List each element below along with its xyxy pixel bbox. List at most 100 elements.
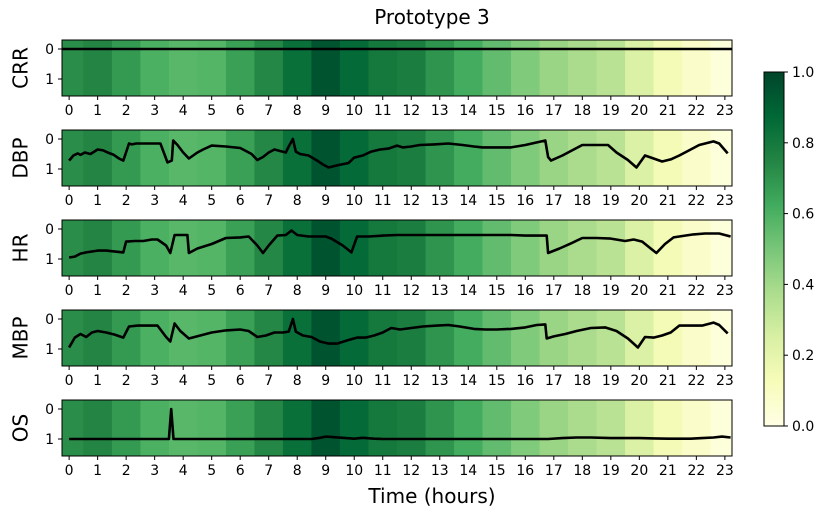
- x-tick-label: 2: [122, 103, 131, 119]
- x-tick-label: 20: [630, 463, 648, 479]
- x-tick-label: 15: [488, 463, 506, 479]
- x-tick-label: 3: [150, 373, 159, 389]
- x-tick-label: 16: [516, 463, 534, 479]
- x-tick-label: 23: [716, 373, 734, 389]
- x-tick-label: 11: [374, 103, 392, 119]
- series-line: [67, 317, 729, 349]
- heatmap-cell: [225, 310, 256, 366]
- heatmap-cell: [568, 400, 598, 456]
- x-tick-label: 12: [402, 193, 420, 209]
- x-tick-label: 0: [65, 283, 74, 299]
- heatmap-cell: [368, 400, 398, 456]
- x-tick-label: 11: [374, 463, 392, 479]
- x-tick-label: 14: [459, 193, 477, 209]
- heatmap-cell: [539, 220, 569, 276]
- panel-frame: [61, 219, 733, 277]
- heatmap-cell: [568, 130, 598, 186]
- x-tick-label: 3: [150, 463, 159, 479]
- x-tick-label: 22: [687, 283, 705, 299]
- heatmap-cell: [596, 220, 626, 276]
- heatmap-cell: [140, 310, 170, 366]
- x-tick-label: 7: [264, 283, 273, 299]
- x-tick-label: 12: [402, 103, 420, 119]
- heatmap-cell: [197, 130, 227, 186]
- heatmap-cell: [596, 310, 626, 366]
- heatmap-cell: [482, 220, 512, 276]
- x-tick-label: 16: [516, 283, 534, 299]
- y-tick-label: 0: [45, 402, 54, 418]
- x-tick-label: 18: [573, 193, 591, 209]
- heatmap-cell: [111, 400, 142, 456]
- x-tick-label: 15: [488, 103, 506, 119]
- heatmap-cell: [62, 400, 84, 456]
- heatmap-cell: [311, 220, 341, 276]
- heatmap-cell: [225, 400, 256, 456]
- x-tick-label: 14: [459, 103, 477, 119]
- x-tick-label: 6: [236, 463, 245, 479]
- heatmap-cell: [568, 310, 598, 366]
- heatmap-cell: [83, 130, 113, 186]
- x-tick-label: 3: [150, 103, 159, 119]
- y-tick-label: 1: [45, 432, 54, 448]
- heatmap-cell: [254, 310, 284, 366]
- heatmap-cell: [62, 40, 84, 96]
- x-tick-label: 1: [93, 193, 102, 209]
- y-tick-label: 0: [45, 42, 54, 58]
- x-tick-label: 16: [516, 193, 534, 209]
- heatmap-cell: [282, 310, 313, 366]
- heatmap-cell: [111, 310, 142, 366]
- heatmap-cell: [368, 220, 398, 276]
- x-tick-label: 8: [293, 373, 302, 389]
- heatmap-cell: [225, 220, 256, 276]
- heatmap-cell: [254, 400, 284, 456]
- heatmap-cell: [482, 310, 512, 366]
- y-tick-label: 0: [45, 222, 54, 238]
- heatmap-cell: [397, 310, 427, 366]
- series-line: [68, 137, 729, 169]
- heatmap-cell: [454, 310, 484, 366]
- heatmap-cell: [197, 400, 227, 456]
- x-tick-label: 15: [488, 373, 506, 389]
- x-tick-label: 2: [122, 283, 131, 299]
- heatmap-cell: [311, 310, 341, 366]
- x-tick-label: 8: [293, 283, 302, 299]
- x-tick-label: 1: [93, 373, 102, 389]
- x-tick-label: 22: [687, 193, 705, 209]
- x-tick-label: 18: [573, 103, 591, 119]
- x-tick-label: 11: [374, 373, 392, 389]
- x-tick-label: 5: [207, 463, 216, 479]
- panel-label: DBP: [9, 137, 33, 178]
- heatmap-cell: [454, 220, 484, 276]
- x-tick-label: 23: [716, 193, 734, 209]
- x-tick-label: 2: [122, 373, 131, 389]
- x-tick-label: 2: [122, 463, 131, 479]
- x-axis-label: Time (hours): [368, 484, 496, 508]
- heatmap-cell: [682, 400, 712, 456]
- x-tick-label: 19: [602, 103, 620, 119]
- x-tick-label: 9: [321, 193, 330, 209]
- x-tick-label: 2: [122, 193, 131, 209]
- x-tick-label: 23: [716, 463, 734, 479]
- x-tick-label: 4: [179, 373, 188, 389]
- heatmap-cell: [425, 220, 455, 276]
- colorbar: [763, 71, 785, 427]
- heatmap-cell: [197, 310, 227, 366]
- heatmap-cell: [425, 310, 455, 366]
- heatmap-cell: [311, 130, 341, 186]
- x-tick-label: 18: [573, 463, 591, 479]
- heatmap-cell: [225, 130, 256, 186]
- x-tick-label: 9: [321, 463, 330, 479]
- panel-frame: [61, 129, 733, 187]
- x-tick-label: 12: [402, 463, 420, 479]
- y-tick-label: 1: [45, 72, 54, 88]
- y-tick-label: 1: [45, 342, 54, 358]
- colorbar-tick-label: 0.0: [792, 419, 814, 435]
- heatmap-cell: [710, 400, 733, 456]
- y-tick-label: 0: [45, 132, 54, 148]
- x-tick-label: 0: [65, 373, 74, 389]
- x-tick-label: 7: [264, 463, 273, 479]
- x-tick-label: 5: [207, 103, 216, 119]
- x-tick-label: 6: [236, 103, 245, 119]
